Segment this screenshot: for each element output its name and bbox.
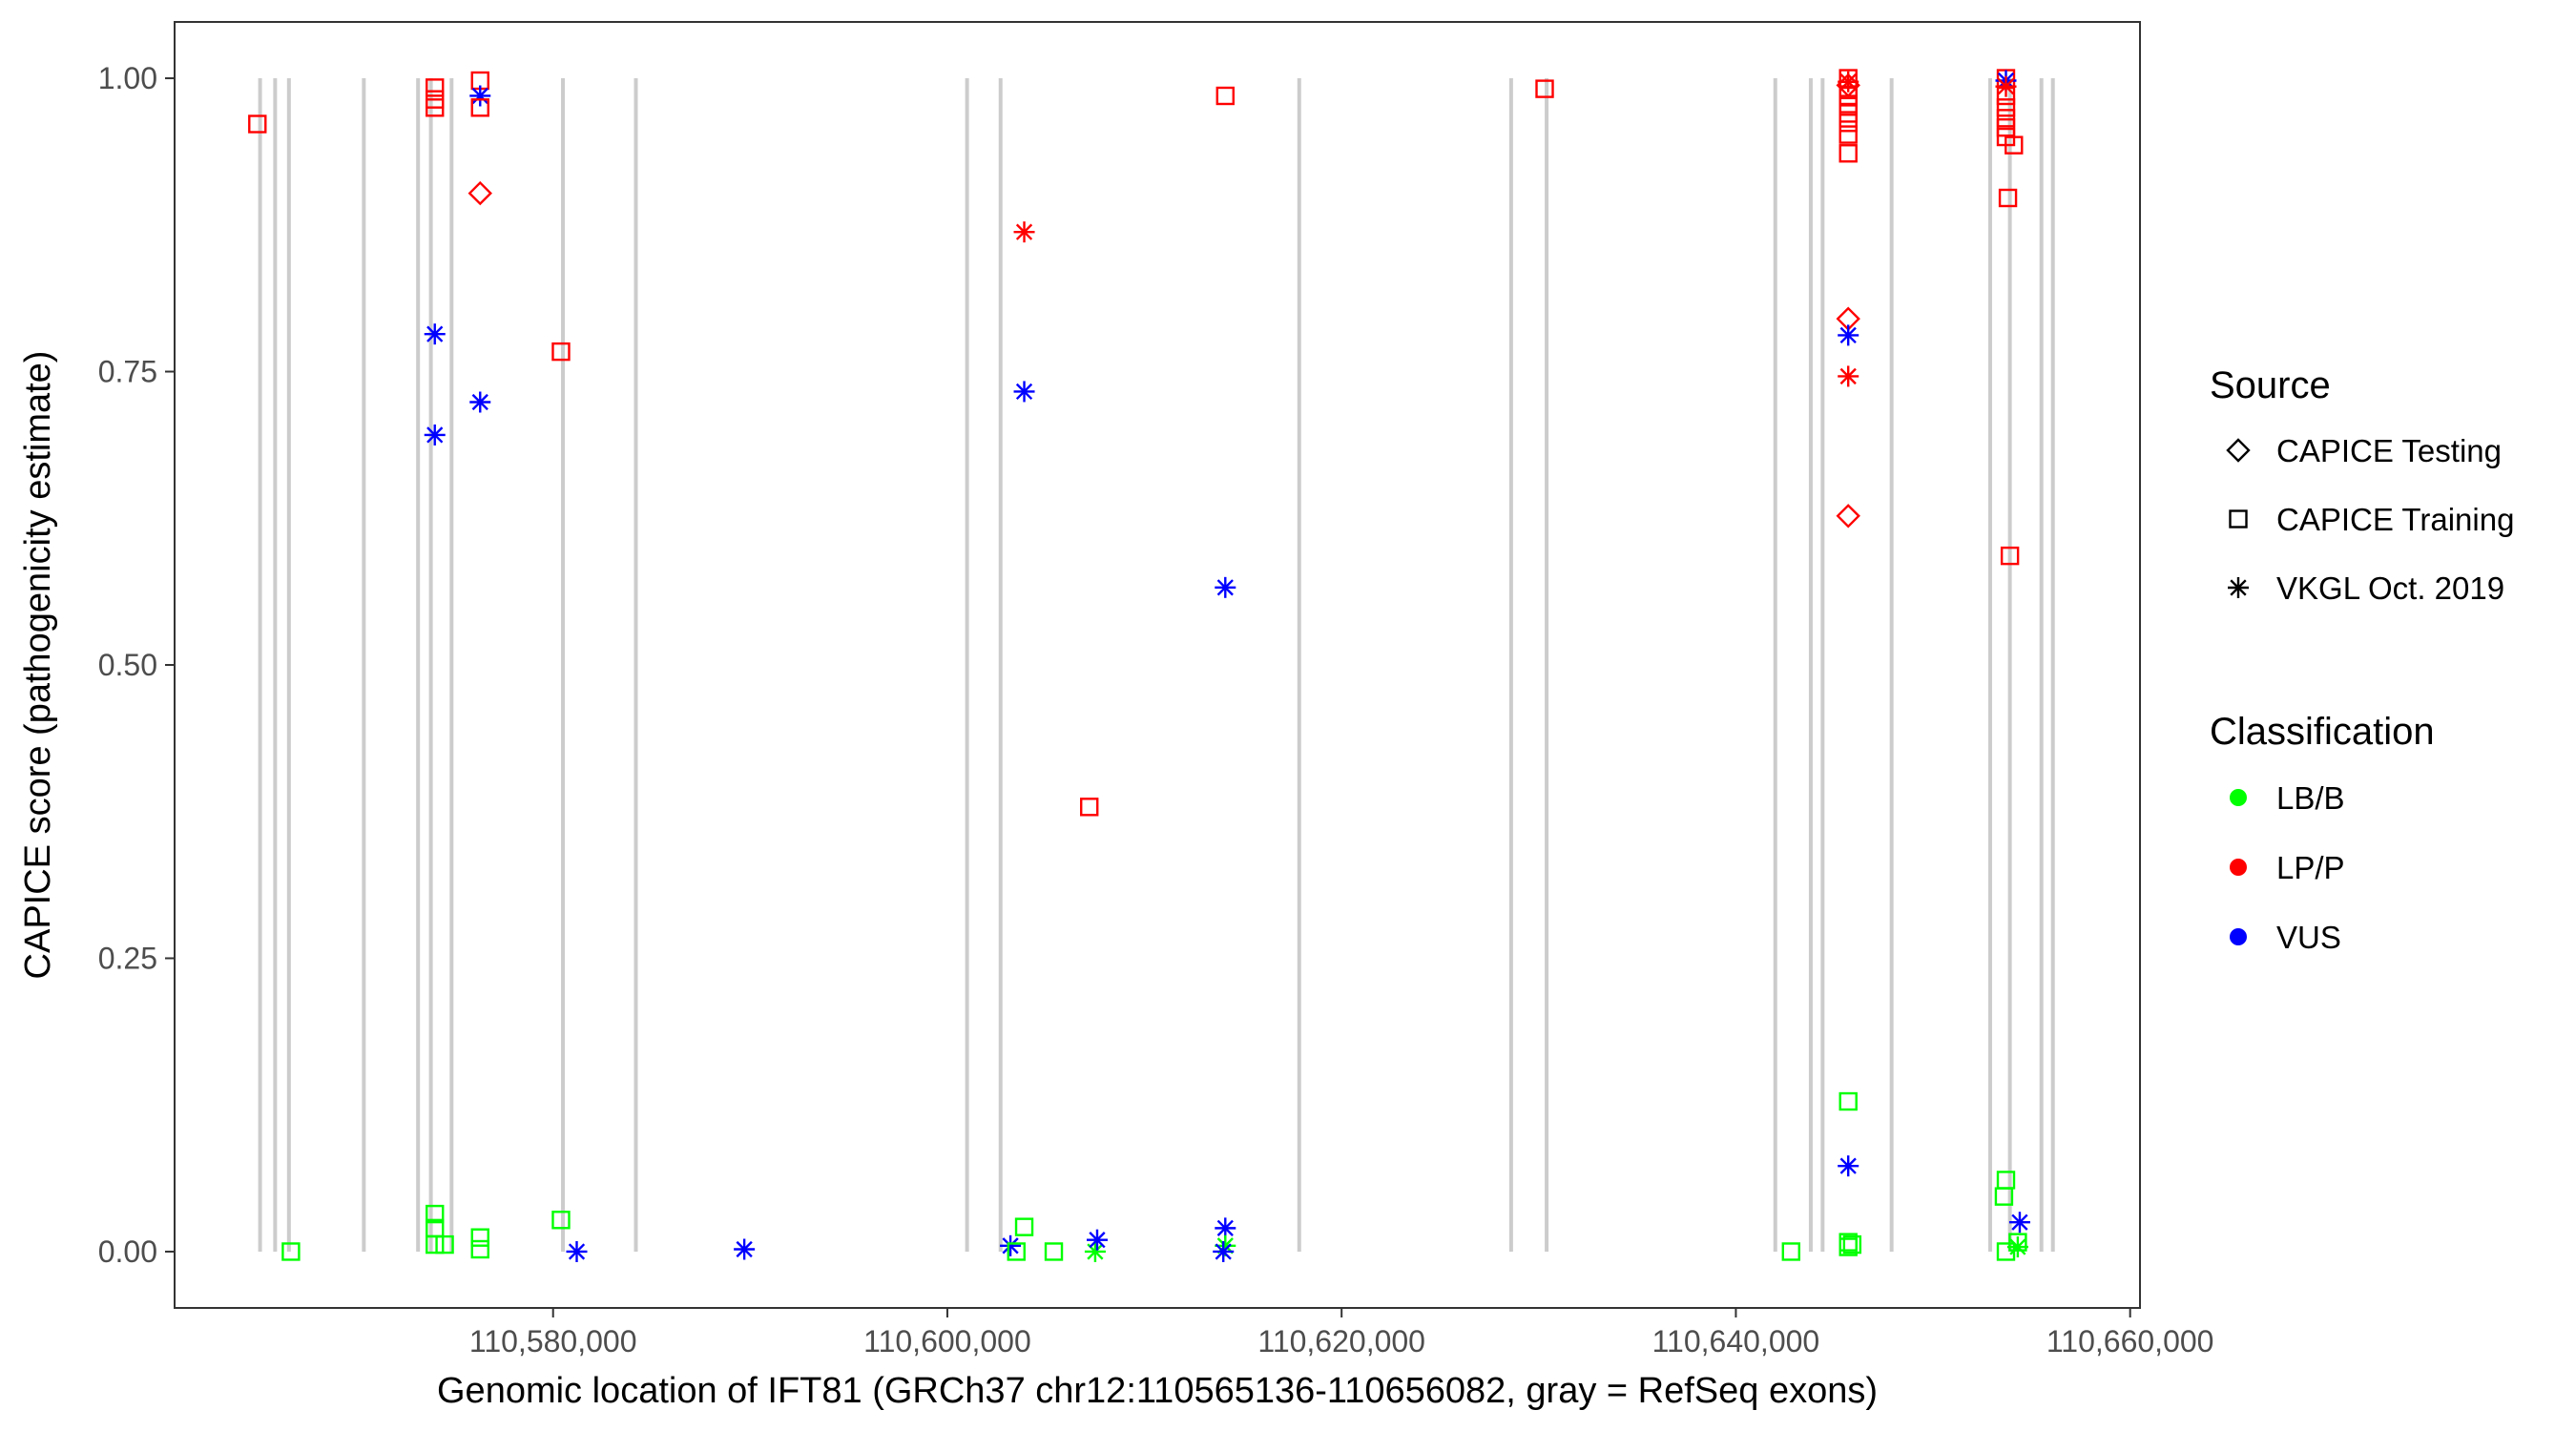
x-tick-label: 110,660,000: [2046, 1324, 2214, 1358]
x-tick-label: 110,640,000: [1652, 1324, 1820, 1358]
data-point: [467, 180, 492, 206]
x-axis: 110,580,000 110,600,000 110,620,000 110,640…: [469, 1308, 2214, 1358]
data-point: [1013, 221, 1035, 243]
data-point: [1086, 1229, 1108, 1251]
data-point: [1839, 1237, 1858, 1256]
legend: Source CAPICE Testing CAPICE Training VKGL …: [2210, 364, 2514, 955]
legend-item-label: VUS: [2276, 920, 2341, 955]
data-point: [1994, 1187, 2014, 1206]
data-point: [426, 78, 445, 97]
data-point: [426, 1204, 445, 1224]
legend-item-label: LP/P: [2276, 850, 2345, 885]
data-point: [1535, 79, 1554, 98]
data-point: [566, 1240, 588, 1262]
legend-title-source: Source: [2210, 364, 2331, 406]
data-point: [1996, 98, 2016, 117]
legend-item-label: LB/B: [2276, 780, 2345, 816]
data-point: [2005, 135, 2024, 155]
data-point: [734, 1238, 756, 1260]
x-axis-title: Genomic location of IFT81 (GRCh37 chr12:…: [437, 1371, 1878, 1411]
legend-key-square: [2229, 509, 2248, 529]
data-point: [1000, 1234, 1022, 1256]
data-point: [1838, 1155, 1859, 1177]
data-point: [424, 424, 446, 446]
y-axis: 0.00 0.25 0.50 0.75 1.00: [98, 61, 175, 1269]
data-point: [1007, 1242, 1026, 1261]
y-tick-label: 1.00: [98, 61, 157, 95]
data-point: [1996, 117, 2016, 137]
data-point: [1213, 1240, 1235, 1262]
legend-key-asterisk: [2228, 577, 2249, 598]
legend-key-dot: [2230, 789, 2247, 806]
data-point: [1839, 125, 1858, 144]
data-point: [1996, 1242, 2016, 1261]
data-point: [424, 323, 446, 345]
data-point: [1839, 104, 1858, 123]
data-point: [2008, 1212, 2030, 1234]
data-point: [2006, 1236, 2028, 1258]
data-point: [1836, 504, 1860, 529]
data-point: [1995, 75, 2017, 97]
data-point: [1839, 114, 1858, 133]
legend-item-label: CAPICE Testing: [2276, 433, 2502, 468]
data-point: [470, 98, 489, 117]
data-point: [426, 1234, 445, 1255]
data-point: [1838, 324, 1859, 346]
data-points: [248, 69, 2030, 1262]
x-tick-label: 110,620,000: [1257, 1324, 1425, 1358]
data-point: [551, 1211, 571, 1230]
legend-item-label: VKGL Oct. 2019: [2276, 570, 2504, 606]
y-tick-label: 0.75: [98, 355, 157, 389]
data-point: [248, 114, 267, 134]
data-point: [1215, 576, 1236, 598]
data-point: [1996, 86, 2016, 106]
data-point: [1839, 94, 1858, 114]
data-point: [469, 391, 491, 413]
data-point: [1996, 109, 2016, 128]
data-point: [1839, 144, 1858, 163]
data-point: [1044, 1242, 1064, 1261]
data-point: [1215, 1217, 1236, 1239]
data-point: [470, 1228, 489, 1247]
x-tick-label: 110,600,000: [863, 1324, 1031, 1358]
legend-key-dot: [2230, 859, 2247, 876]
legend-key-dot: [2230, 928, 2247, 945]
data-point: [1998, 188, 2018, 208]
legend-title-classification: Classification: [2210, 711, 2435, 753]
data-point: [1013, 381, 1035, 403]
exon-lines: [258, 78, 2055, 1252]
data-point: [1842, 1234, 1862, 1255]
y-tick-label: 0.25: [98, 941, 157, 975]
data-point: [1014, 1217, 1034, 1236]
data-point: [1781, 1242, 1800, 1261]
data-point: [281, 1242, 301, 1261]
data-point: [1215, 86, 1235, 106]
data-point: [551, 342, 571, 362]
y-tick-label: 0.50: [98, 648, 157, 682]
data-point: [470, 1239, 489, 1259]
legend-item-label: CAPICE Training: [2276, 502, 2514, 537]
data-point: [1080, 798, 1099, 817]
y-tick-label: 0.00: [98, 1234, 157, 1269]
data-point: [435, 1234, 454, 1255]
data-point: [469, 85, 491, 107]
data-point: [426, 98, 445, 117]
data-point: [2000, 546, 2020, 566]
legend-key-diamond: [2226, 438, 2251, 463]
x-tick-label: 110,580,000: [469, 1324, 637, 1358]
y-axis-title: CAPICE score (pathogenicity estimate): [18, 351, 58, 980]
data-point: [1838, 365, 1859, 387]
data-point: [1839, 1091, 1858, 1111]
